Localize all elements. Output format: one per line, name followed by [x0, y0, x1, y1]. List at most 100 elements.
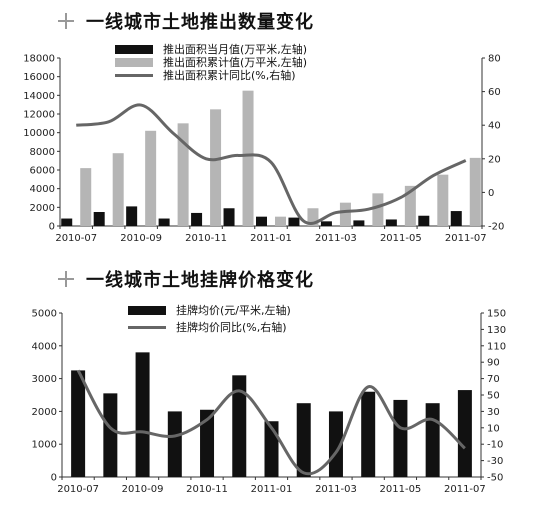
left-y-tick-label: 2000 — [32, 407, 57, 418]
bar — [275, 216, 286, 226]
bar — [80, 168, 92, 226]
plus-icon — [58, 271, 74, 287]
bar — [320, 221, 332, 226]
x-tick-label: 2011-03 — [315, 233, 357, 244]
legend-swatch — [115, 45, 153, 54]
left-y-tick-label: 0 — [49, 222, 55, 233]
left-y-tick-label: 10000 — [23, 128, 55, 139]
left-y-tick-label: 3000 — [32, 374, 57, 385]
bar — [242, 90, 254, 227]
right-y-tick-label: 40 — [488, 121, 501, 132]
left-y-tick-label: 2000 — [30, 203, 55, 214]
bar — [328, 411, 343, 477]
right-y-tick-label: -10 — [487, 440, 503, 451]
right-y-tick-label: 110 — [487, 341, 506, 352]
right-y-tick-label: 10 — [487, 423, 500, 434]
bar — [296, 403, 311, 477]
x-tick-label: 2011-01 — [250, 233, 292, 244]
right-y-tick-label: 80 — [488, 54, 501, 65]
chart-title-row: 一线城市土地推出数量变化 — [58, 8, 314, 34]
legend-label: 挂牌均价同比(%,右轴) — [176, 320, 287, 334]
bar — [307, 208, 319, 226]
bar — [145, 130, 157, 226]
right-y-tick-label: 90 — [487, 358, 500, 369]
bar — [450, 211, 462, 226]
legend-label: 推出面积当月值(万平米,左轴) — [163, 42, 307, 56]
bar — [385, 219, 397, 226]
bar — [353, 220, 365, 226]
bar — [256, 216, 267, 226]
right-y-tick-label: 70 — [487, 374, 500, 385]
bar — [372, 193, 384, 226]
bar — [71, 370, 86, 477]
bar — [469, 157, 481, 226]
land-price-chart: 0 1000 2000 3000 4000 5000 -50 -30 -10 10 30 50 70 90… — [32, 303, 507, 495]
right-y-tick-label: -30 — [487, 456, 503, 467]
x-tick-label: 2011-07 — [444, 484, 486, 495]
right-y-tick-label: 60 — [488, 87, 501, 98]
left-y-tick-label: 12000 — [23, 110, 55, 121]
left-y-tick-label: 4000 — [32, 341, 57, 352]
legend-label: 挂牌均价(元/平米,左轴) — [176, 303, 291, 317]
x-tick-label: 2011-05 — [380, 233, 422, 244]
bar — [135, 352, 150, 477]
x-tick-label: 2011-01 — [251, 484, 293, 495]
x-tick-label: 2010-09 — [122, 484, 164, 495]
left-y-tick-label: 16000 — [23, 72, 55, 83]
right-y-tick-label: -50 — [487, 473, 503, 484]
series-line — [76, 103, 467, 225]
bar — [425, 403, 440, 477]
bar — [404, 185, 416, 226]
left-y-tick-label: 14000 — [23, 91, 55, 102]
plus-icon — [58, 13, 74, 29]
bar — [167, 411, 182, 477]
series-line — [76, 369, 466, 476]
bar — [112, 153, 124, 226]
bar — [93, 212, 105, 226]
left-y-tick-label: 1000 — [32, 440, 57, 451]
bar — [457, 390, 472, 477]
bar — [126, 206, 138, 226]
bar — [437, 174, 449, 226]
left-y-tick-label: 6000 — [30, 166, 55, 177]
x-tick-label: 2010-09 — [120, 233, 162, 244]
x-tick-label: 2011-05 — [380, 484, 422, 495]
x-tick-label: 2010-07 — [55, 233, 97, 244]
right-y-tick-label: 20 — [488, 154, 501, 165]
bar — [158, 218, 170, 226]
legend-swatch — [115, 58, 153, 67]
chart-title-row: 一线城市土地挂牌价格变化 — [58, 266, 314, 292]
bar — [210, 109, 222, 226]
bar — [177, 123, 189, 226]
legend-swatch — [128, 306, 166, 315]
bar — [339, 202, 351, 226]
bar — [191, 212, 203, 226]
right-y-tick-label: 150 — [487, 309, 506, 320]
chart-panel-land-supply: 一线城市土地推出数量变化 0 2000 4000 6000 8000 10000 12000… — [0, 0, 540, 255]
bar — [361, 391, 376, 477]
legend-label: 推出面积累计值(万平米,左轴) — [163, 55, 307, 69]
bar — [288, 217, 300, 226]
left-y-tick-label: 4000 — [30, 184, 55, 195]
left-y-tick-label: 0 — [51, 473, 57, 484]
x-tick-label: 2010-07 — [57, 484, 99, 495]
bar — [61, 218, 73, 226]
left-y-tick-label: 18000 — [23, 54, 55, 65]
right-y-tick-label: 130 — [487, 325, 506, 336]
bar — [223, 208, 235, 226]
x-tick-label: 2010-11 — [186, 484, 228, 495]
chart-title: 一线城市土地挂牌价格变化 — [86, 270, 314, 291]
x-tick-label: 2011-03 — [315, 484, 357, 495]
right-y-tick-label: 50 — [487, 391, 500, 402]
chart-panel-land-price: 一线城市土地挂牌价格变化 0 1000 2000 3000 4000 5000 -50 -30… — [0, 258, 540, 511]
x-tick-label: 2011-07 — [445, 233, 487, 244]
left-y-tick-label: 8000 — [30, 147, 55, 158]
left-y-tick-label: 5000 — [32, 309, 57, 320]
bar — [393, 399, 408, 477]
bar — [232, 375, 247, 477]
right-y-tick-label: 0 — [488, 188, 494, 199]
chart-title: 一线城市土地推出数量变化 — [86, 12, 314, 33]
land-supply-chart: 0 2000 4000 6000 8000 10000 12000 14000 16000 180… — [23, 42, 504, 244]
x-tick-label: 2010-11 — [185, 233, 227, 244]
bar — [418, 215, 430, 226]
